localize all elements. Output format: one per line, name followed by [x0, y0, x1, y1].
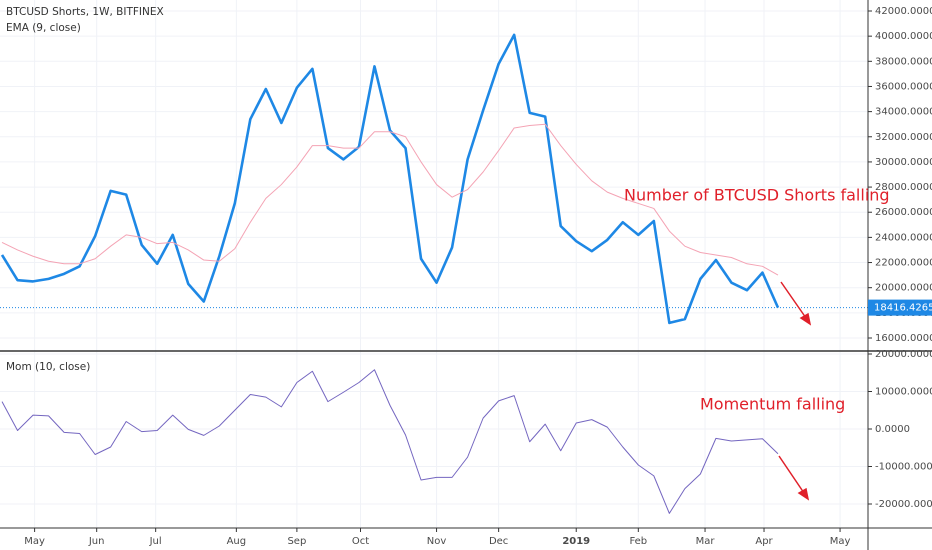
- legend-entry: EMA (9, close): [6, 22, 81, 34]
- x-tick-label: Feb: [629, 536, 647, 547]
- legend-entry: Mom (10, close): [6, 361, 90, 373]
- arrow: [778, 455, 805, 494]
- annotation: Momentum falling: [700, 395, 845, 414]
- marks: [0, 33, 868, 514]
- y-tick-label: 20000.0000: [875, 283, 932, 294]
- y-tick-label: -10000.0000: [875, 461, 932, 472]
- y-tick-label: -20000.0000: [875, 499, 932, 510]
- x-tick-label: Apr: [755, 536, 773, 547]
- series-line: [0, 33, 780, 325]
- arrows: [778, 281, 812, 501]
- y-tick-label: 16000.0000: [875, 333, 932, 344]
- series-line: [1, 369, 779, 514]
- arrowhead: [799, 312, 812, 326]
- arrowhead: [797, 487, 810, 501]
- y-tick-label: 22000.0000: [875, 258, 932, 269]
- y-tick-label: 20000.0000: [875, 349, 932, 360]
- y-tick-label: 10000.0000: [875, 386, 932, 397]
- x-tick-label: May: [830, 536, 851, 547]
- series-line: [1, 123, 779, 276]
- price-label-box: [868, 299, 932, 316]
- chart-title: BTCUSD Shorts, 1W, BITFINEX: [6, 6, 164, 18]
- grid: [0, 0, 868, 528]
- y-tick-label: 34000.0000: [875, 107, 932, 118]
- y-tick-label: 28000.0000: [875, 182, 932, 193]
- x-tick-label: Jul: [149, 536, 162, 547]
- annotation: Number of BTCUSD Shorts falling: [624, 186, 890, 205]
- y-tick-label: 42000.0000: [875, 6, 932, 17]
- y-tick-label: 32000.0000: [875, 132, 932, 143]
- x-tick-label: Aug: [227, 536, 247, 547]
- x-tick-label: Nov: [427, 536, 447, 547]
- x-tick-label: Oct: [352, 536, 369, 547]
- y-tick-label: 36000.0000: [875, 81, 932, 92]
- y-tick-label: 26000.0000: [875, 207, 932, 218]
- x-tick-label: Dec: [489, 536, 508, 547]
- x-tick-label: Sep: [287, 536, 306, 547]
- y-tick-label: 0.0000: [875, 424, 910, 435]
- arrow: [780, 281, 807, 319]
- x-tick-label: May: [24, 536, 45, 547]
- x-tick-label: 2019: [562, 536, 590, 547]
- y-tick-label: 40000.0000: [875, 31, 932, 42]
- y-tick-label: 24000.0000: [875, 232, 932, 243]
- y-tick-label: 38000.0000: [875, 56, 932, 67]
- axis-labels: 16000.000018000.000020000.000022000.0000…: [24, 6, 932, 547]
- price-label: 18416.4265: [874, 303, 932, 314]
- y-tick-label: 30000.0000: [875, 157, 932, 168]
- x-tick-label: Jun: [88, 536, 105, 547]
- x-tick-label: Mar: [696, 536, 716, 547]
